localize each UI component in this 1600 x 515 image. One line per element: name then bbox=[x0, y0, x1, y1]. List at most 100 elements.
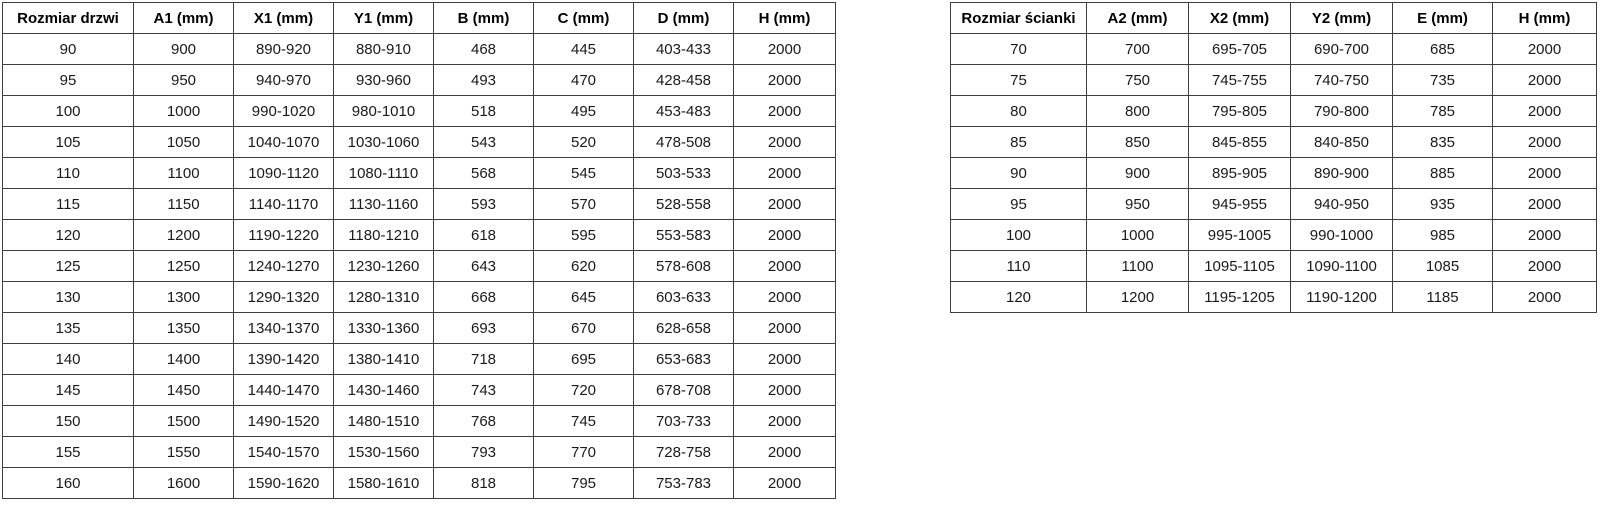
table-cell: 750 bbox=[1086, 64, 1189, 96]
table-cell: 1430-1460 bbox=[333, 374, 434, 406]
table-cell: 115 bbox=[2, 188, 134, 220]
table-cell: 678-708 bbox=[633, 374, 734, 406]
table-row: 95 950 945-955 940-950 935 2000 bbox=[950, 188, 1597, 220]
door-size-table: Rozmiar drzwi A1 (mm) X1 (mm) Y1 (mm) B (mm)… bbox=[2, 2, 836, 499]
table-cell: 80 bbox=[950, 95, 1087, 127]
table-cell: 745 bbox=[533, 405, 634, 437]
table-cell: 653-683 bbox=[633, 343, 734, 375]
table-cell: 570 bbox=[533, 188, 634, 220]
table-cell: 990-1020 bbox=[233, 95, 334, 127]
table-row: 150 1500 1490-1520 1480-1510 768 745 703-733 20… bbox=[2, 405, 836, 437]
table-cell: 745-755 bbox=[1188, 64, 1291, 96]
table-cell: 100 bbox=[950, 219, 1087, 251]
table-row: 140 1400 1390-1420 1380-1410 718 695 653-683 20… bbox=[2, 343, 836, 375]
table-cell: 1200 bbox=[1086, 281, 1189, 313]
table-cell: 2000 bbox=[733, 95, 836, 127]
table-cell: 1080-1110 bbox=[333, 157, 434, 189]
table-row: 155 1550 1540-1570 1530-1560 793 770 728-758 20… bbox=[2, 436, 836, 468]
door-table-body: 90 900 890-920 880-910 468 445 403-433 2000 95 95… bbox=[2, 33, 836, 499]
table-cell: 995-1005 bbox=[1188, 219, 1291, 251]
table-cell: 1000 bbox=[1086, 219, 1189, 251]
table-cell: 643 bbox=[433, 250, 534, 282]
table-cell: 1230-1260 bbox=[333, 250, 434, 282]
table-cell: 795-805 bbox=[1188, 95, 1291, 127]
column-header: Rozmiar ścianki bbox=[950, 2, 1087, 34]
table-cell: 770 bbox=[533, 436, 634, 468]
table-cell: 95 bbox=[2, 64, 134, 96]
table-cell: 1090-1120 bbox=[233, 157, 334, 189]
table-cell: 1185 bbox=[1392, 281, 1493, 313]
table-cell: 2000 bbox=[1492, 219, 1597, 251]
table-row: 85 850 845-855 840-850 835 2000 bbox=[950, 126, 1597, 158]
table-cell: 428-458 bbox=[633, 64, 734, 96]
table-cell: 105 bbox=[2, 126, 134, 158]
table-cell: 2000 bbox=[1492, 33, 1597, 65]
column-header: Y2 (mm) bbox=[1290, 2, 1393, 34]
table-cell: 890-900 bbox=[1290, 157, 1393, 189]
table-cell: 1290-1320 bbox=[233, 281, 334, 313]
table-cell: 2000 bbox=[1492, 281, 1597, 313]
table-row: 100 1000 990-1020 980-1010 518 495 453-483 2000 bbox=[2, 95, 836, 127]
table-cell: 2000 bbox=[1492, 157, 1597, 189]
table-cell: 1390-1420 bbox=[233, 343, 334, 375]
table-cell: 553-583 bbox=[633, 219, 734, 251]
table-cell: 2000 bbox=[733, 281, 836, 313]
table-cell: 700 bbox=[1086, 33, 1189, 65]
table-cell: 1150 bbox=[133, 188, 234, 220]
table-cell: 545 bbox=[533, 157, 634, 189]
door-table-header-row: Rozmiar drzwi A1 (mm) X1 (mm) Y1 (mm) B (mm)… bbox=[2, 2, 836, 34]
table-cell: 2000 bbox=[1492, 126, 1597, 158]
table-row: 115 1150 1140-1170 1130-1160 593 570 528-558 20… bbox=[2, 188, 836, 220]
table-cell: 703-733 bbox=[633, 405, 734, 437]
table-cell: 95 bbox=[950, 188, 1087, 220]
table-cell: 493 bbox=[433, 64, 534, 96]
table-cell: 2000 bbox=[733, 467, 836, 499]
table-cell: 453-483 bbox=[633, 95, 734, 127]
table-row: 130 1300 1290-1320 1280-1310 668 645 603-633 20… bbox=[2, 281, 836, 313]
table-cell: 1100 bbox=[133, 157, 234, 189]
table-cell: 850 bbox=[1086, 126, 1189, 158]
table-cell: 468 bbox=[433, 33, 534, 65]
table-cell: 2000 bbox=[733, 33, 836, 65]
column-header: C (mm) bbox=[533, 2, 634, 34]
table-cell: 800 bbox=[1086, 95, 1189, 127]
table-cell: 520 bbox=[533, 126, 634, 158]
column-header: Rozmiar drzwi bbox=[2, 2, 134, 34]
table-cell: 1195-1205 bbox=[1188, 281, 1291, 313]
column-header: B (mm) bbox=[433, 2, 534, 34]
table-cell: 1550 bbox=[133, 436, 234, 468]
table-cell: 1480-1510 bbox=[333, 405, 434, 437]
table-cell: 1450 bbox=[133, 374, 234, 406]
table-cell: 668 bbox=[433, 281, 534, 313]
table-cell: 145 bbox=[2, 374, 134, 406]
table-cell: 645 bbox=[533, 281, 634, 313]
table-cell: 90 bbox=[950, 157, 1087, 189]
table-cell: 1130-1160 bbox=[333, 188, 434, 220]
table-cell: 945-955 bbox=[1188, 188, 1291, 220]
table-cell: 568 bbox=[433, 157, 534, 189]
table-cell: 740-750 bbox=[1290, 64, 1393, 96]
table-cell: 845-855 bbox=[1188, 126, 1291, 158]
table-row: 110 1100 1095-1105 1090-1100 1085 2000 bbox=[950, 250, 1597, 282]
table-cell: 160 bbox=[2, 467, 134, 499]
table-cell: 155 bbox=[2, 436, 134, 468]
table-cell: 690-700 bbox=[1290, 33, 1393, 65]
table-row: 100 1000 995-1005 990-1000 985 2000 bbox=[950, 219, 1597, 251]
table-row: 145 1450 1440-1470 1430-1460 743 720 678-708 20… bbox=[2, 374, 836, 406]
table-cell: 75 bbox=[950, 64, 1087, 96]
table-cell: 470 bbox=[533, 64, 634, 96]
table-row: 120 1200 1190-1220 1180-1210 618 595 553-583 20… bbox=[2, 219, 836, 251]
table-cell: 1050 bbox=[133, 126, 234, 158]
table-cell: 1030-1060 bbox=[333, 126, 434, 158]
table-cell: 935 bbox=[1392, 188, 1493, 220]
table-cell: 518 bbox=[433, 95, 534, 127]
table-row: 70 700 695-705 690-700 685 2000 bbox=[950, 33, 1597, 65]
table-cell: 695 bbox=[533, 343, 634, 375]
table-cell: 70 bbox=[950, 33, 1087, 65]
table-cell: 2000 bbox=[1492, 250, 1597, 282]
table-cell: 543 bbox=[433, 126, 534, 158]
table-cell: 1340-1370 bbox=[233, 312, 334, 344]
table-cell: 670 bbox=[533, 312, 634, 344]
table-cell: 2000 bbox=[733, 250, 836, 282]
table-cell: 1200 bbox=[133, 219, 234, 251]
